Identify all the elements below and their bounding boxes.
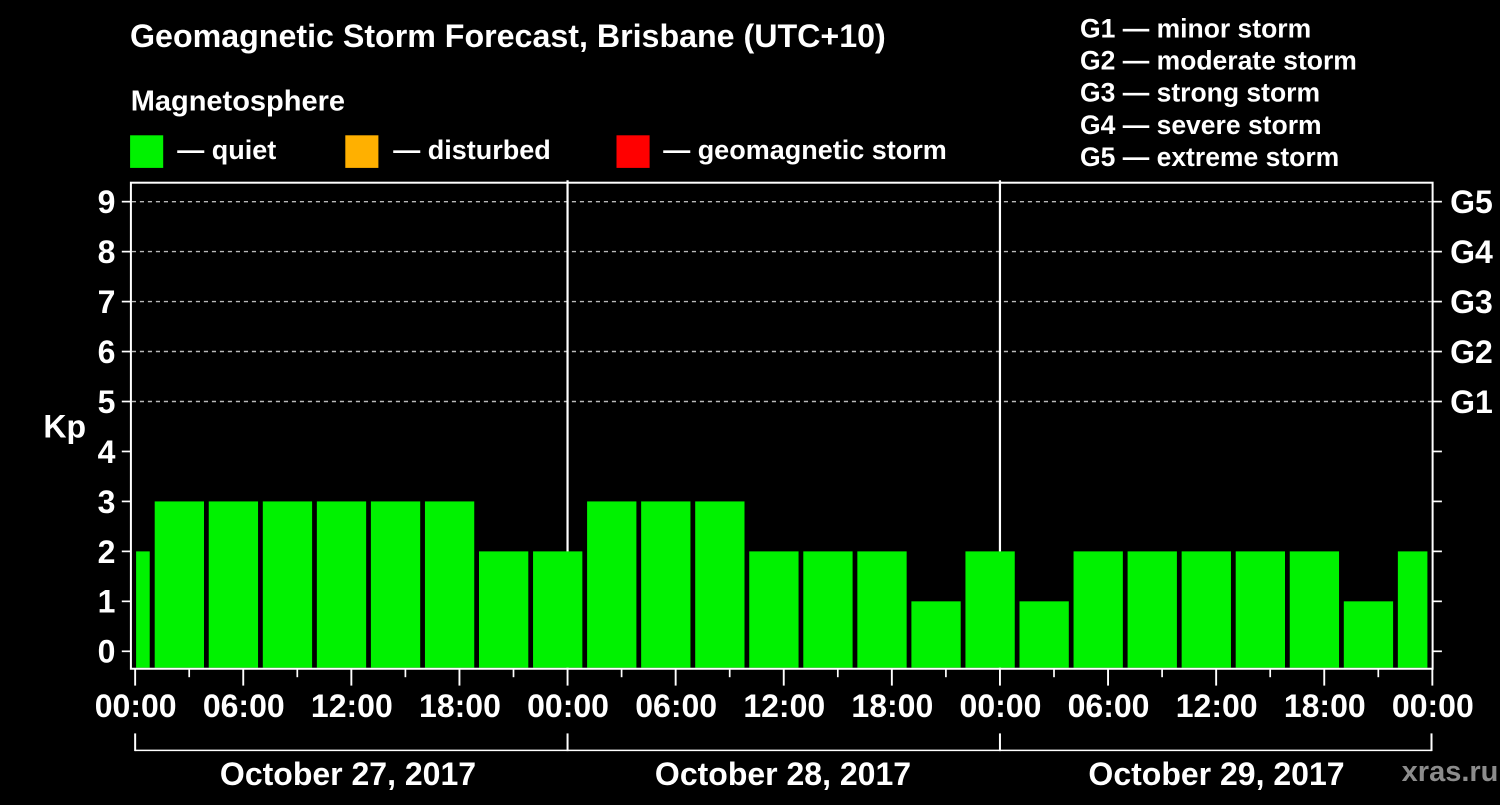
- svg-text:06:00: 06:00: [635, 688, 717, 724]
- svg-text:00:00: 00:00: [960, 688, 1042, 724]
- svg-text:9: 9: [98, 184, 116, 220]
- svg-text:8: 8: [98, 234, 116, 270]
- svg-text:6: 6: [98, 334, 116, 370]
- svg-text:G3 — strong storm: G3 — strong storm: [1080, 78, 1320, 108]
- svg-text:— quiet: — quiet: [177, 135, 276, 165]
- svg-text:4: 4: [98, 434, 116, 470]
- svg-text:Kp: Kp: [43, 409, 86, 445]
- svg-text:5: 5: [98, 384, 116, 420]
- svg-text:G4 — severe storm: G4 — severe storm: [1080, 110, 1322, 140]
- svg-text:G2 — moderate storm: G2 — moderate storm: [1080, 46, 1357, 76]
- svg-text:— disturbed: — disturbed: [393, 135, 551, 165]
- svg-text:October 29, 2017: October 29, 2017: [1088, 756, 1344, 792]
- svg-text:G4: G4: [1450, 234, 1493, 270]
- svg-text:00:00: 00:00: [1392, 688, 1474, 724]
- svg-text:1: 1: [98, 584, 116, 620]
- svg-text:7: 7: [98, 284, 116, 320]
- svg-text:06:00: 06:00: [203, 688, 285, 724]
- svg-text:18:00: 18:00: [1284, 688, 1366, 724]
- svg-text:12:00: 12:00: [311, 688, 393, 724]
- svg-text:G1 — minor storm: G1 — minor storm: [1080, 13, 1311, 43]
- svg-text:12:00: 12:00: [743, 688, 825, 724]
- svg-text:18:00: 18:00: [851, 688, 933, 724]
- svg-text:October 28, 2017: October 28, 2017: [655, 756, 911, 792]
- svg-text:18:00: 18:00: [419, 688, 501, 724]
- svg-text:G2: G2: [1450, 334, 1493, 370]
- svg-text:Geomagnetic Storm Forecast, Br: Geomagnetic Storm Forecast, Brisbane (UT…: [130, 18, 886, 54]
- svg-text:G5: G5: [1450, 184, 1493, 220]
- svg-text:October 27, 2017: October 27, 2017: [220, 756, 476, 792]
- svg-text:00:00: 00:00: [95, 688, 177, 724]
- svg-text:3: 3: [98, 484, 116, 520]
- svg-text:12:00: 12:00: [1176, 688, 1258, 724]
- svg-text:G5 — extreme storm: G5 — extreme storm: [1080, 142, 1339, 172]
- svg-text:00:00: 00:00: [527, 688, 609, 724]
- svg-text:0: 0: [98, 634, 116, 670]
- svg-text:06:00: 06:00: [1068, 688, 1150, 724]
- svg-text:G3: G3: [1450, 284, 1493, 320]
- svg-text:2: 2: [98, 534, 116, 570]
- svg-text:G1: G1: [1450, 384, 1493, 420]
- svg-text:Magnetosphere: Magnetosphere: [131, 86, 345, 118]
- svg-text:xras.ru: xras.ru: [1402, 756, 1499, 788]
- svg-text:— geomagnetic storm: — geomagnetic storm: [663, 135, 947, 165]
